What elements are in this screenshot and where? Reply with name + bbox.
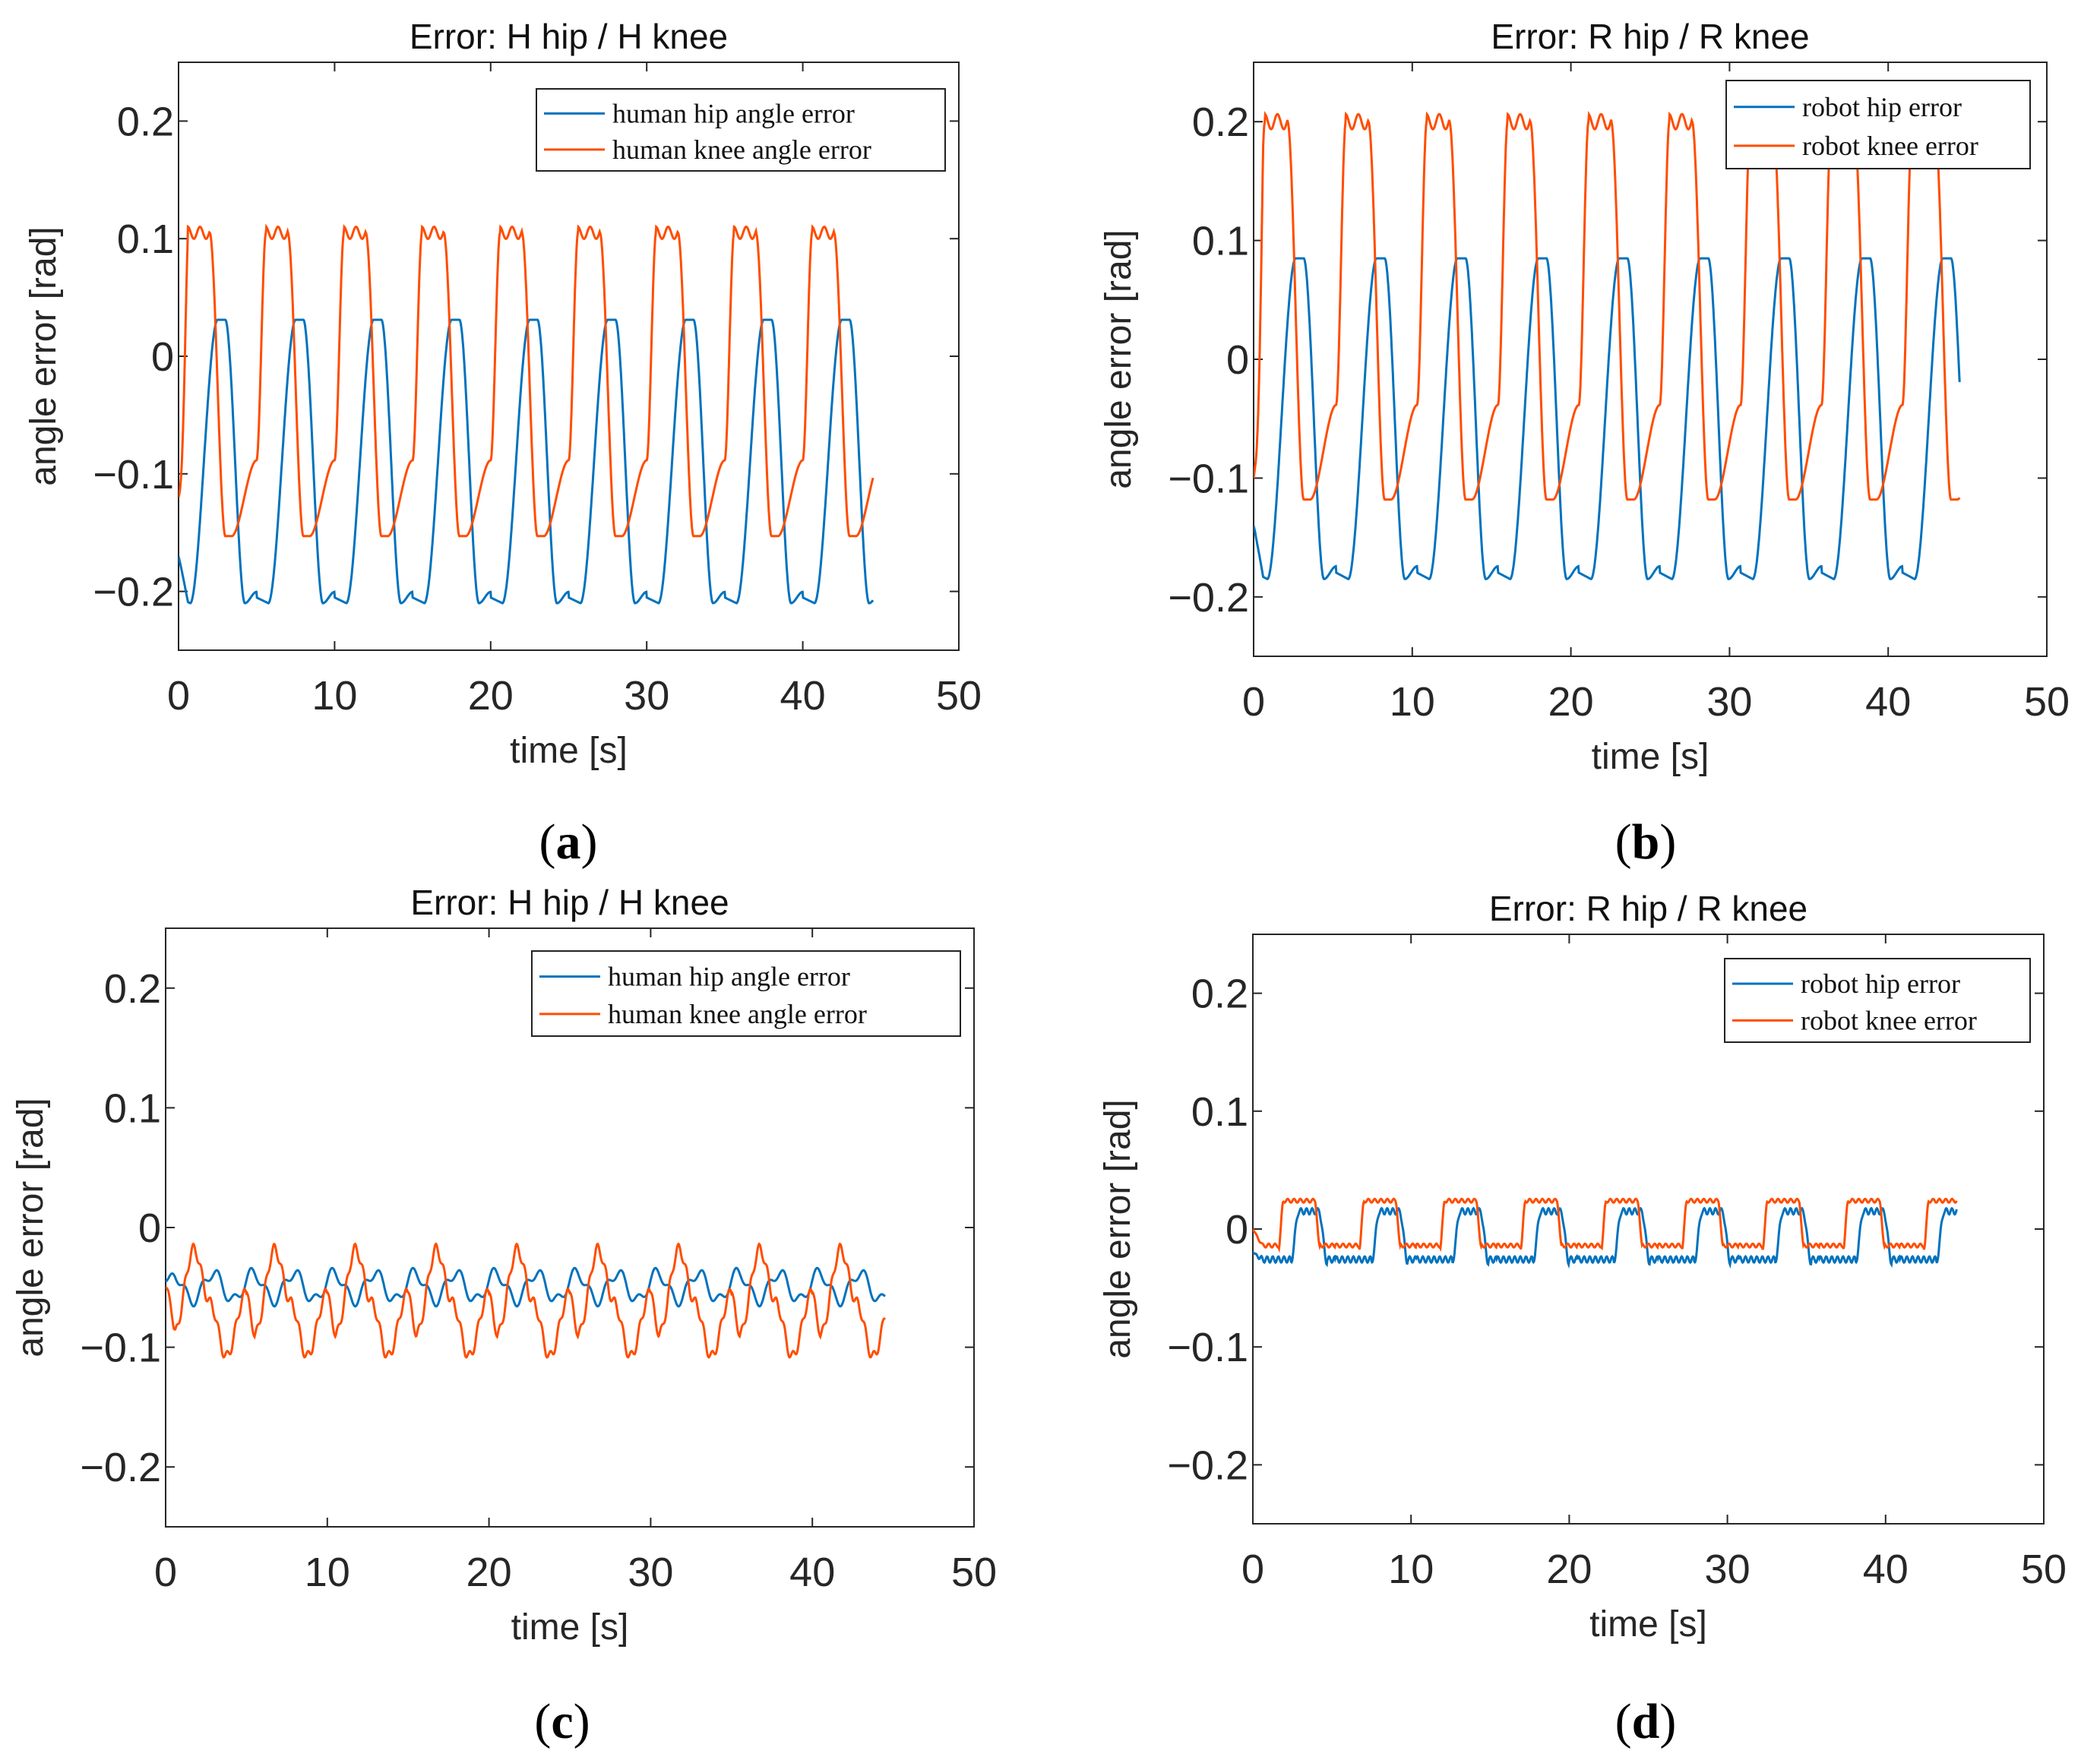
x-tick-label: 0 xyxy=(167,673,190,719)
x-tick-label: 20 xyxy=(466,1550,512,1595)
panel-caption-letter: b xyxy=(1632,814,1660,870)
legend-label: robot knee error xyxy=(1801,1005,1977,1035)
panel-caption-letter: d xyxy=(1632,1694,1660,1749)
chart-title: Error: H hip / H knee xyxy=(410,17,728,56)
chart-title: Error: H hip / H knee xyxy=(410,883,729,922)
y-tick-label: 0.1 xyxy=(1192,219,1249,264)
panel-caption: (c) xyxy=(534,1694,590,1749)
y-tick-label: 0.1 xyxy=(104,1085,161,1131)
panel-caption-letter: c xyxy=(551,1694,573,1749)
y-tick-label: −0.1 xyxy=(1167,1325,1248,1370)
y-axis-label: angle error [rad] xyxy=(11,1098,51,1357)
y-tick-label: −0.1 xyxy=(1168,456,1249,501)
y-axis-label: angle error [rad] xyxy=(1098,1099,1138,1359)
x-tick-label: 20 xyxy=(468,673,514,719)
y-tick-label: −0.2 xyxy=(93,570,174,615)
x-axis-label: time [s] xyxy=(1592,737,1709,777)
chart-title: Error: R hip / R knee xyxy=(1491,17,1809,56)
panel-caption-letter: a xyxy=(556,814,581,870)
x-tick-label: 0 xyxy=(1241,1547,1264,1592)
legend-label: robot hip error xyxy=(1802,92,1962,122)
panel-caption: (d) xyxy=(1615,1694,1677,1749)
x-tick-label: 40 xyxy=(1863,1547,1909,1592)
y-tick-label: 0.2 xyxy=(104,966,161,1012)
y-tick-label: 0.1 xyxy=(117,216,174,262)
chart-title: Error: R hip / R knee xyxy=(1489,889,1807,928)
y-tick-label: −0.2 xyxy=(1168,575,1249,621)
x-tick-label: 30 xyxy=(1705,1547,1751,1592)
x-tick-label: 50 xyxy=(2021,1547,2067,1592)
x-tick-label: 10 xyxy=(305,1550,350,1595)
y-tick-label: 0.1 xyxy=(1191,1089,1248,1135)
legend-box xyxy=(1724,958,2031,1043)
legend-label: human hip angle error xyxy=(612,98,855,128)
y-axis-label: angle error [rad] xyxy=(1099,229,1139,489)
x-tick-label: 50 xyxy=(951,1550,997,1595)
y-tick-label: 0 xyxy=(151,334,174,380)
chart-panel-c: 0 10 20 30 40 50 −0.2 −0.1 0 0.1 0.2 Error: H hip /… xyxy=(11,883,997,1749)
legend-box xyxy=(536,88,946,172)
x-tick-label: 10 xyxy=(1390,679,1435,725)
series-line-hip xyxy=(166,1266,886,1308)
x-tick-label: 20 xyxy=(1546,1547,1592,1592)
x-tick-label: 10 xyxy=(1388,1547,1434,1592)
legend-label: human hip angle error xyxy=(608,962,850,992)
legend-label: human knee angle error xyxy=(608,999,867,1029)
series-line-knee xyxy=(179,223,874,538)
legend: human hip angle error human knee angle er… xyxy=(531,950,961,1037)
x-tick-label: 0 xyxy=(1242,679,1265,725)
x-tick-label: 0 xyxy=(154,1550,177,1595)
y-tick-label: −0.1 xyxy=(93,452,174,498)
y-tick-label: −0.2 xyxy=(80,1445,161,1490)
x-tick-label: 40 xyxy=(780,673,826,719)
x-tick-label: 20 xyxy=(1548,679,1594,725)
series-line-knee xyxy=(1253,1197,1958,1253)
chart-panel-d: 0 10 20 30 40 50 −0.2 −0.1 0 0.1 0.2 Error: R hip /… xyxy=(1098,889,2067,1749)
legend-label: robot knee error xyxy=(1802,131,1978,161)
series-line-hip xyxy=(1254,257,1961,581)
x-axis-label: time [s] xyxy=(510,731,628,771)
y-tick-label: −0.2 xyxy=(1167,1442,1248,1488)
x-tick-label: 50 xyxy=(2024,679,2070,725)
x-tick-label: 30 xyxy=(1706,679,1752,725)
legend: robot hip error robot knee error xyxy=(1724,958,2031,1043)
y-tick-label: 0.2 xyxy=(117,99,174,144)
x-tick-label: 30 xyxy=(624,673,669,719)
panel-caption: (a) xyxy=(539,814,598,870)
x-tick-label: 10 xyxy=(312,673,357,719)
panel-caption: (b) xyxy=(1615,814,1677,870)
y-tick-label: −0.1 xyxy=(80,1326,161,1371)
y-tick-label: 0 xyxy=(138,1205,161,1251)
series-line-knee xyxy=(166,1242,887,1359)
x-axis-label: time [s] xyxy=(511,1607,629,1648)
y-tick-label: 0 xyxy=(1226,1207,1248,1253)
y-tick-label: 0.2 xyxy=(1192,100,1249,145)
x-tick-label: 50 xyxy=(936,673,982,719)
x-tick-label: 40 xyxy=(789,1550,835,1595)
legend: robot hip error robot knee error xyxy=(1725,80,2031,169)
legend-box xyxy=(531,950,961,1037)
chart-panel-a: 0 10 20 30 40 50 −0.2 −0.1 0 0.1 0.2 Error: H hip /… xyxy=(24,17,982,870)
x-axis-label: time [s] xyxy=(1589,1604,1707,1645)
x-tick-label: 40 xyxy=(1865,679,1911,725)
legend-box xyxy=(1725,80,2031,169)
y-tick-label: 0.2 xyxy=(1191,972,1248,1017)
series-line-hip xyxy=(1253,1206,1958,1269)
y-axis-label: angle error [rad] xyxy=(24,226,64,486)
legend-label: human knee angle error xyxy=(612,134,871,165)
legend: human hip angle error human knee angle er… xyxy=(536,88,946,172)
y-tick-label: 0 xyxy=(1226,337,1249,383)
chart-panel-b: 0 10 20 30 40 50 −0.2 −0.1 0 0.1 0.2 Error: R hip /… xyxy=(1099,17,2070,870)
legend-label: robot hip error xyxy=(1801,968,1960,999)
x-tick-label: 30 xyxy=(628,1550,673,1595)
